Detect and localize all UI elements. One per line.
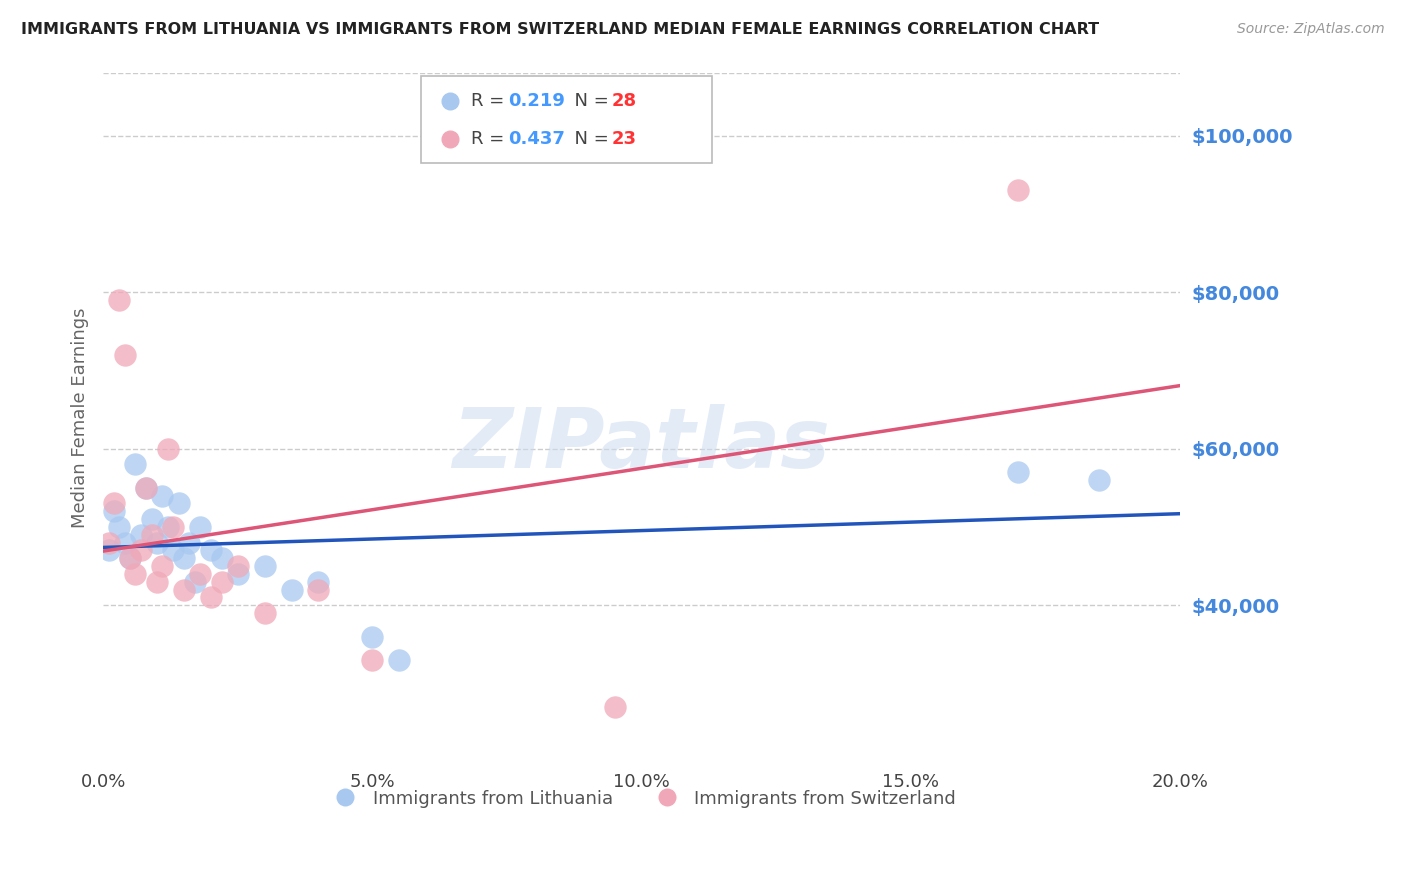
- Point: [97, 543, 120, 558]
- Point: [280, 582, 302, 597]
- Point: [308, 582, 330, 597]
- Y-axis label: Median Female Earnings: Median Female Earnings: [72, 307, 89, 528]
- Text: N =: N =: [562, 130, 614, 148]
- Point: [200, 591, 222, 605]
- Text: 0.437: 0.437: [508, 130, 565, 148]
- Point: [103, 504, 125, 518]
- Point: [114, 348, 136, 362]
- Text: 0.219: 0.219: [508, 92, 565, 111]
- Point: [135, 481, 157, 495]
- Point: [179, 535, 201, 549]
- Point: [135, 481, 157, 495]
- Point: [1007, 465, 1029, 479]
- Point: [603, 700, 626, 714]
- Point: [200, 543, 222, 558]
- Point: [167, 496, 190, 510]
- Point: [211, 551, 233, 566]
- Point: [1007, 183, 1029, 197]
- Point: [114, 535, 136, 549]
- Point: [141, 512, 163, 526]
- Text: R =: R =: [471, 92, 510, 111]
- Legend: Immigrants from Lithuania, Immigrants from Switzerland: Immigrants from Lithuania, Immigrants fr…: [321, 782, 963, 814]
- Point: [253, 606, 276, 620]
- Point: [156, 520, 179, 534]
- Point: [156, 442, 179, 456]
- Point: [211, 574, 233, 589]
- Point: [388, 653, 411, 667]
- Point: [146, 574, 169, 589]
- Point: [162, 520, 184, 534]
- Point: [124, 458, 146, 472]
- Point: [124, 566, 146, 581]
- Point: [118, 551, 141, 566]
- Point: [97, 535, 120, 549]
- Point: [108, 293, 131, 307]
- Point: [129, 528, 152, 542]
- Text: Source: ZipAtlas.com: Source: ZipAtlas.com: [1237, 22, 1385, 37]
- Text: R =: R =: [471, 130, 510, 148]
- Text: 28: 28: [612, 92, 637, 111]
- Text: IMMIGRANTS FROM LITHUANIA VS IMMIGRANTS FROM SWITZERLAND MEDIAN FEMALE EARNINGS : IMMIGRANTS FROM LITHUANIA VS IMMIGRANTS …: [21, 22, 1099, 37]
- Point: [361, 630, 384, 644]
- Point: [361, 653, 384, 667]
- Point: [103, 496, 125, 510]
- Point: [150, 489, 173, 503]
- Point: [188, 520, 211, 534]
- Point: [118, 551, 141, 566]
- Point: [1088, 473, 1111, 487]
- Point: [173, 551, 195, 566]
- Point: [129, 543, 152, 558]
- Point: [183, 574, 205, 589]
- Point: [188, 566, 211, 581]
- FancyBboxPatch shape: [420, 77, 711, 162]
- Point: [226, 566, 249, 581]
- Point: [150, 559, 173, 574]
- Point: [308, 574, 330, 589]
- Point: [108, 520, 131, 534]
- Point: [146, 535, 169, 549]
- Point: [226, 559, 249, 574]
- Text: N =: N =: [562, 92, 614, 111]
- Text: 23: 23: [612, 130, 637, 148]
- Point: [173, 582, 195, 597]
- Point: [162, 543, 184, 558]
- Text: ZIPatlas: ZIPatlas: [453, 404, 831, 485]
- Point: [141, 528, 163, 542]
- Point: [253, 559, 276, 574]
